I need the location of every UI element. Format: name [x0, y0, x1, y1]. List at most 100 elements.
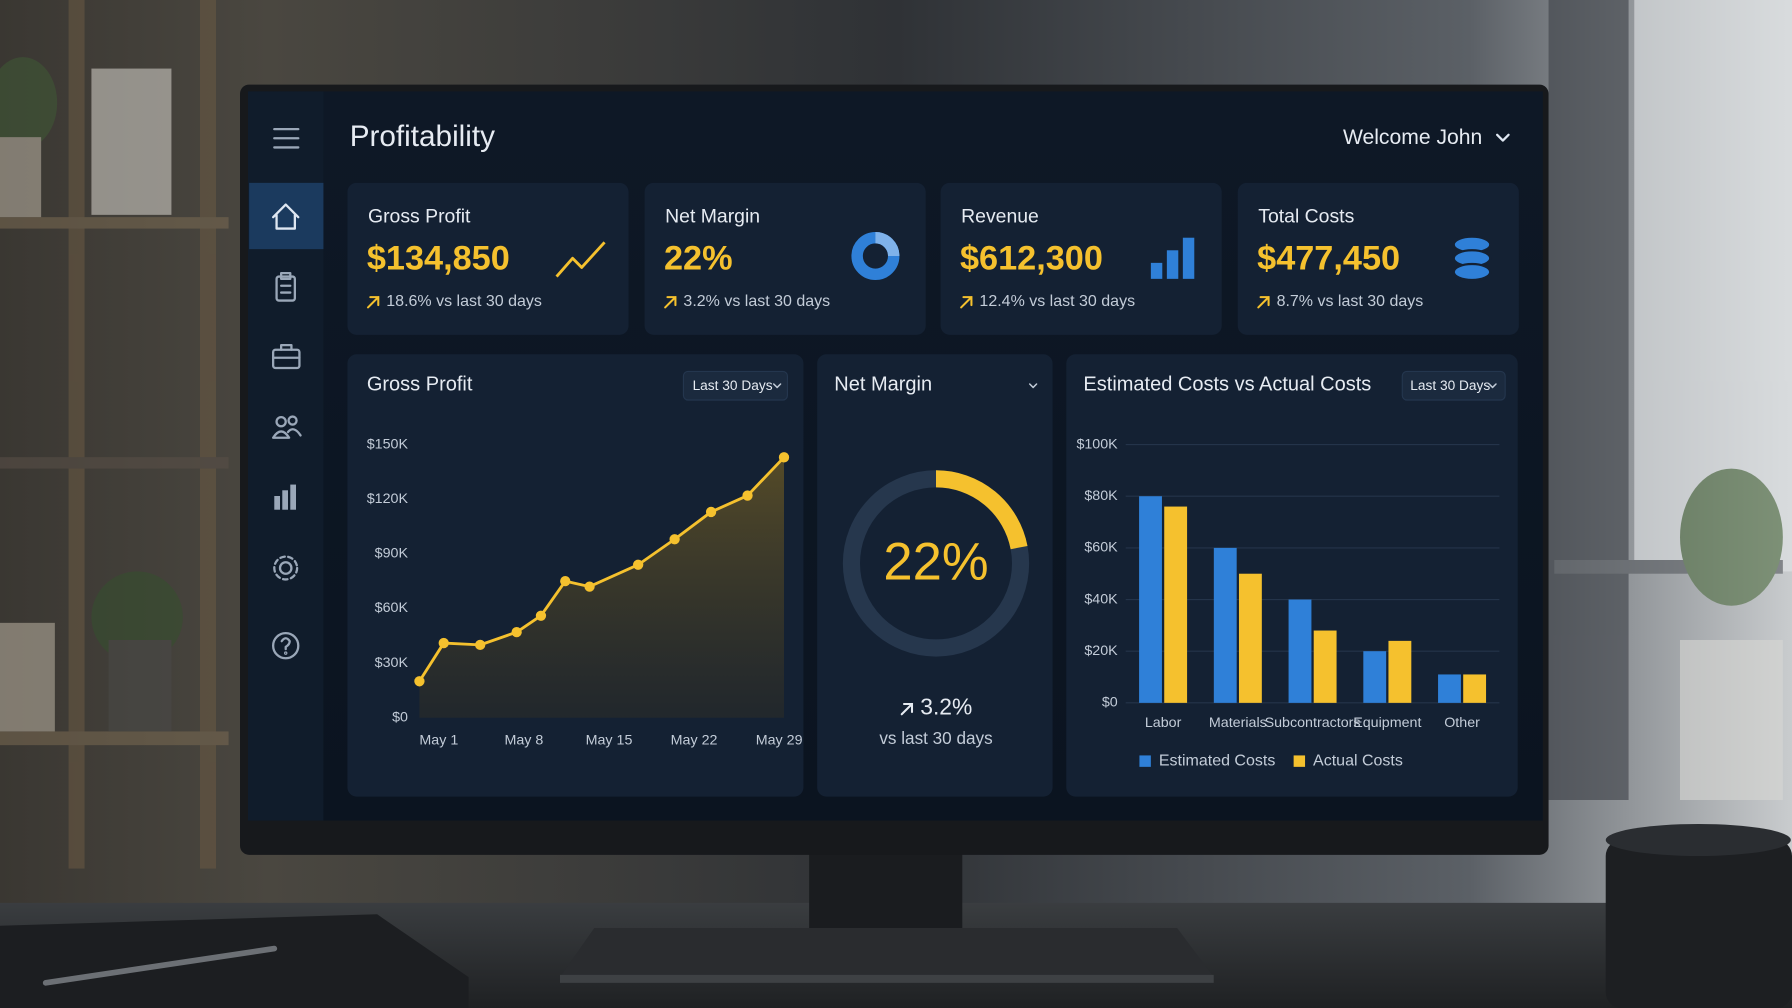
- dropdown-chevron[interactable]: [1488, 383, 1497, 389]
- y-tick-label: $0: [392, 709, 408, 725]
- point: [584, 581, 595, 592]
- x-tick-label: May 22: [671, 732, 718, 748]
- y-tick-label: $150K: [367, 436, 409, 452]
- point: [633, 559, 644, 570]
- kpi-value: $612,300: [960, 240, 1103, 278]
- range-dropdown[interactable]: [1401, 370, 1506, 401]
- legend-label: Estimated Costs: [1159, 752, 1275, 769]
- donut-panel: [817, 354, 1053, 797]
- area: [419, 457, 784, 718]
- x-tick-label: Materials: [1209, 715, 1267, 731]
- charts: $0 $30K $60K $90K $120K $150K May 1 May 8 May 15…: [367, 436, 1500, 769]
- bar: [1313, 630, 1337, 703]
- kpi-change: 12.4% vs last 30 days: [979, 293, 1135, 310]
- user-menu-chevron[interactable]: [1496, 133, 1510, 142]
- kpi-card: [940, 182, 1222, 335]
- x-tick-label: May 29: [756, 732, 803, 748]
- bar: [1388, 640, 1412, 703]
- line: [418, 456, 786, 683]
- bar: [1438, 674, 1461, 703]
- dropdown-chevron[interactable]: [1028, 383, 1038, 389]
- nav-analytics[interactable]: [274, 484, 296, 510]
- point: [778, 452, 790, 463]
- point: [669, 534, 680, 545]
- nav-settings[interactable]: [273, 555, 299, 581]
- point: [560, 576, 571, 587]
- kpi-icon: [1166, 250, 1179, 279]
- shelves: [0, 0, 229, 869]
- x-tick-label: Other: [1444, 715, 1480, 731]
- kpi-value: 22%: [664, 240, 733, 278]
- x-tick-label: May 8: [504, 732, 543, 748]
- bar: [1363, 651, 1387, 703]
- trend-arrow: [900, 702, 914, 716]
- window: [1548, 0, 1792, 800]
- kpi-value: $134,850: [367, 240, 510, 278]
- bar: [1139, 496, 1162, 703]
- kpi-icon: [874, 232, 900, 257]
- page-title: Profitability: [350, 120, 495, 153]
- y-tick-label: $0: [1102, 695, 1118, 711]
- kpi-row: Gross Profit $134,850 18.6% vs last 30 day…: [347, 182, 1519, 335]
- mug: [1605, 824, 1792, 1008]
- legend-swatch: [1293, 755, 1306, 767]
- nav-home[interactable]: [271, 203, 300, 230]
- kpi-change: 18.6% vs last 30 days: [386, 293, 542, 310]
- kpi-change: 3.2% vs last 30 days: [683, 293, 830, 310]
- panel-title: Estimated Costs vs Actual Costs: [1083, 373, 1371, 395]
- point: [475, 639, 486, 651]
- donut-note: vs last 30 days: [879, 728, 992, 748]
- point: [438, 637, 449, 649]
- kpi-change: 8.7% vs last 30 days: [1277, 293, 1424, 310]
- kpi-card: [1237, 182, 1519, 335]
- nav-team[interactable]: [271, 415, 302, 439]
- y-tick-label: $30K: [375, 655, 409, 671]
- dropdown-chevron[interactable]: [772, 383, 782, 389]
- kpi-card: [644, 182, 926, 335]
- nav-help[interactable]: [272, 632, 300, 660]
- x-tick-label: Subcontractors: [1265, 715, 1361, 731]
- kpi-label: Total Costs: [1258, 205, 1354, 227]
- point: [414, 676, 425, 687]
- point: [535, 610, 547, 621]
- x-tick-label: May 15: [586, 732, 633, 748]
- trend-arrow: [960, 296, 973, 309]
- trend-arrow: [366, 296, 380, 309]
- nav-reports[interactable]: [275, 272, 296, 302]
- y-tick-label: $120K: [367, 491, 409, 507]
- nav-active: [249, 182, 324, 250]
- user-menu[interactable]: Welcome John: [1343, 126, 1482, 149]
- kpi-icon: [555, 241, 606, 278]
- trend-arrow: [1257, 296, 1270, 309]
- kpi-value: $477,450: [1257, 240, 1400, 278]
- x-tick-label: Labor: [1145, 715, 1182, 731]
- kpi-label: Net Margin: [665, 205, 760, 227]
- range-label[interactable]: Last 30 Days: [693, 378, 773, 393]
- bar: [1213, 547, 1237, 703]
- y-tick-label: $60K: [1084, 540, 1118, 556]
- panel-title: Net Margin: [834, 373, 932, 395]
- legend-label: Actual Costs: [1313, 752, 1403, 769]
- kpi-icon: [1182, 237, 1195, 279]
- y-tick-label: $60K: [375, 600, 409, 616]
- y-tick-label: $20K: [1084, 643, 1118, 659]
- y-tick-label: $100K: [1076, 436, 1118, 452]
- point: [705, 506, 717, 518]
- y-tick-label: $40K: [1084, 591, 1118, 607]
- nav-projects[interactable]: [271, 343, 301, 370]
- kpi-card: [347, 182, 629, 335]
- notebook: [0, 914, 469, 1008]
- bar: [1288, 599, 1312, 703]
- kpi-label: Revenue: [961, 205, 1039, 227]
- donut-value: 22%: [883, 533, 988, 592]
- y-tick-label: $80K: [1084, 488, 1118, 504]
- point: [511, 626, 522, 638]
- range-dropdown[interactable]: [682, 370, 788, 401]
- y-tick-label: $90K: [375, 546, 409, 562]
- range-label[interactable]: Last 30 Days: [1410, 378, 1490, 393]
- menu-button[interactable]: [273, 128, 300, 149]
- legend-swatch: [1139, 755, 1151, 767]
- sidebar: [248, 91, 324, 821]
- trend-arrow: [664, 296, 677, 309]
